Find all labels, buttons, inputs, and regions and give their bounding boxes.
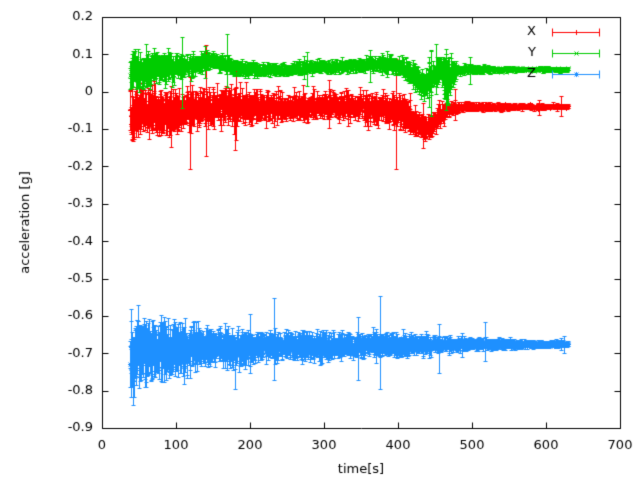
- acceleration-time-plot: -0.9-0.8-0.7-0.6-0.5-0.4-0.3-0.2-0.100.1…: [0, 0, 640, 480]
- plot-canvas: [0, 0, 640, 480]
